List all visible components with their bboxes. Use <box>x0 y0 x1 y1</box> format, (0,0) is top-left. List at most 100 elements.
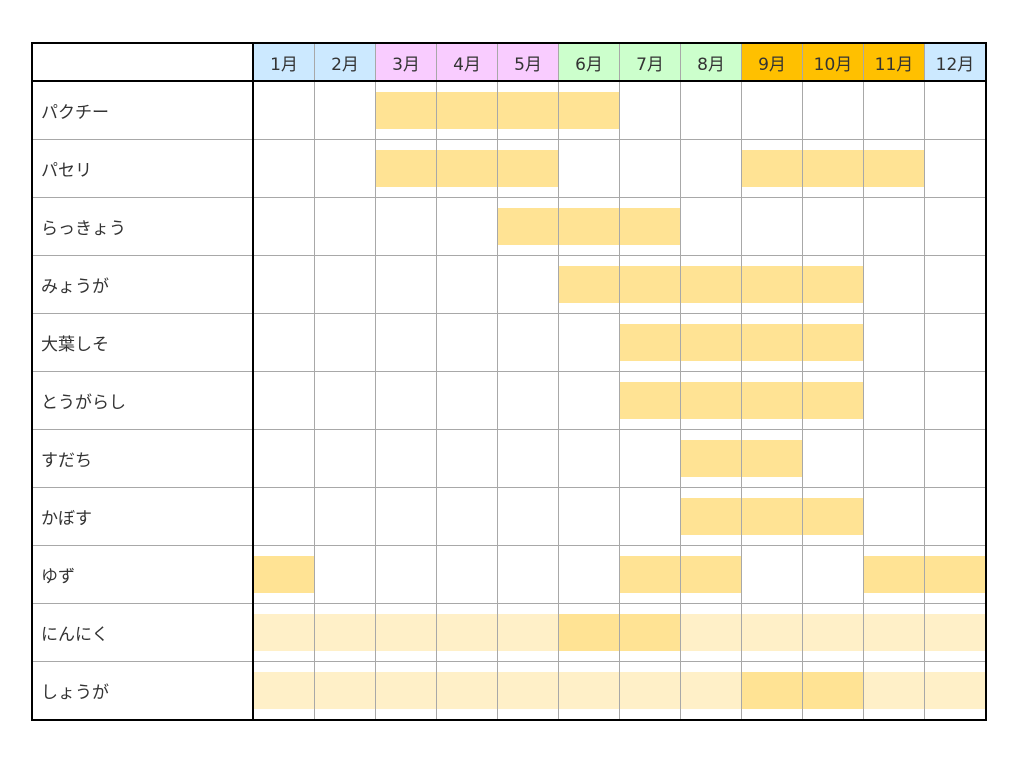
season-cell <box>558 139 620 198</box>
month-header: 2月 <box>314 43 376 82</box>
season-cell <box>558 545 620 604</box>
month-header: 8月 <box>680 43 742 82</box>
season-bar <box>864 672 924 709</box>
season-bar <box>376 672 436 709</box>
season-cell <box>558 197 620 256</box>
table-row: にんにく <box>32 603 986 662</box>
season-cell <box>253 661 315 720</box>
season-cell <box>558 371 620 430</box>
season-bar <box>681 382 741 419</box>
season-cell <box>680 81 742 140</box>
season-cell <box>802 81 864 140</box>
season-cell <box>924 661 986 720</box>
season-bar <box>742 382 802 419</box>
season-cell <box>375 371 437 430</box>
season-cell <box>253 371 315 430</box>
season-cell <box>253 255 315 314</box>
season-cell <box>558 313 620 372</box>
season-bar <box>925 614 985 651</box>
season-cell <box>375 197 437 256</box>
season-bar <box>620 556 680 593</box>
season-cell <box>314 371 376 430</box>
season-bar <box>681 672 741 709</box>
season-cell <box>497 661 559 720</box>
season-cell <box>314 197 376 256</box>
season-cell <box>375 545 437 604</box>
season-bar <box>254 556 314 593</box>
season-cell <box>741 603 803 662</box>
season-cell <box>863 313 925 372</box>
season-cell <box>741 139 803 198</box>
season-bar <box>559 266 619 303</box>
season-cell <box>741 487 803 546</box>
season-cell <box>253 487 315 546</box>
season-bar <box>315 614 375 651</box>
season-cell <box>375 487 437 546</box>
season-cell <box>497 313 559 372</box>
season-cell <box>863 81 925 140</box>
season-cell <box>558 603 620 662</box>
season-cell <box>375 81 437 140</box>
season-cell <box>375 139 437 198</box>
season-bar <box>742 672 802 709</box>
season-bar <box>437 92 497 129</box>
season-cell <box>558 661 620 720</box>
month-header: 9月 <box>741 43 803 82</box>
season-bar <box>681 324 741 361</box>
season-cell <box>680 371 742 430</box>
season-bar <box>681 266 741 303</box>
season-cell <box>619 313 681 372</box>
season-cell <box>619 139 681 198</box>
season-cell <box>314 603 376 662</box>
season-cell <box>497 371 559 430</box>
season-cell <box>558 81 620 140</box>
season-bar <box>803 150 863 187</box>
table-row: しょうが <box>32 661 986 720</box>
season-cell <box>558 429 620 488</box>
season-cell <box>314 255 376 314</box>
season-cell <box>741 371 803 430</box>
season-cell <box>436 429 498 488</box>
corner-cell <box>32 43 254 82</box>
season-cell <box>314 81 376 140</box>
row-label: にんにく <box>32 603 254 662</box>
month-header: 6月 <box>558 43 620 82</box>
season-cell <box>497 603 559 662</box>
table-row: らっきょう <box>32 197 986 256</box>
season-cell <box>253 81 315 140</box>
season-bar <box>620 614 680 651</box>
season-bar <box>742 150 802 187</box>
season-cell <box>619 197 681 256</box>
season-cell <box>863 661 925 720</box>
row-label: ゆず <box>32 545 254 604</box>
season-cell <box>436 371 498 430</box>
season-cell <box>680 661 742 720</box>
season-bar <box>803 614 863 651</box>
row-label: パクチー <box>32 81 254 140</box>
season-bar <box>681 614 741 651</box>
season-cell <box>863 255 925 314</box>
season-cell <box>802 139 864 198</box>
season-cell <box>558 487 620 546</box>
month-header: 4月 <box>436 43 498 82</box>
season-cell <box>253 603 315 662</box>
season-cell <box>253 429 315 488</box>
season-bar <box>315 672 375 709</box>
season-cell <box>436 255 498 314</box>
season-cell <box>741 255 803 314</box>
season-cell <box>924 487 986 546</box>
season-bar <box>803 382 863 419</box>
season-bar <box>803 498 863 535</box>
month-header: 12月 <box>924 43 986 82</box>
season-bar <box>925 556 985 593</box>
season-bar <box>742 266 802 303</box>
season-bar <box>742 498 802 535</box>
season-cell <box>863 545 925 604</box>
season-cell <box>802 197 864 256</box>
season-cell <box>802 603 864 662</box>
season-cell <box>497 429 559 488</box>
season-cell <box>375 313 437 372</box>
season-cell <box>436 487 498 546</box>
season-cell <box>619 603 681 662</box>
season-cell <box>802 371 864 430</box>
